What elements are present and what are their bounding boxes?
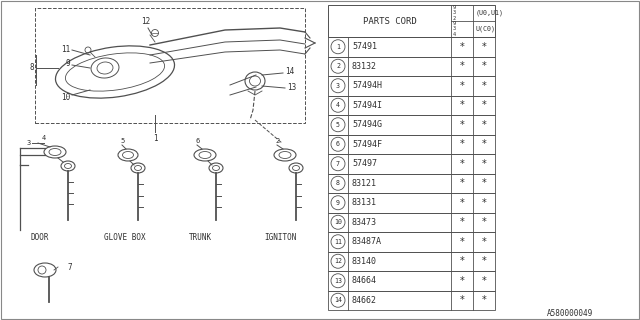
Text: *: *: [460, 256, 465, 266]
Text: *: *: [482, 237, 486, 247]
Text: 6: 6: [336, 141, 340, 147]
Text: 10: 10: [334, 219, 342, 225]
Text: 2: 2: [336, 63, 340, 69]
Text: 10: 10: [61, 92, 70, 101]
Text: 57491: 57491: [352, 42, 377, 51]
Text: 9: 9: [336, 200, 340, 206]
Text: *: *: [482, 61, 486, 71]
Text: 14: 14: [334, 297, 342, 303]
Text: *: *: [482, 81, 486, 91]
Text: 11: 11: [61, 44, 70, 53]
Text: 83473: 83473: [352, 218, 377, 227]
Text: 83140: 83140: [352, 257, 377, 266]
Text: 7: 7: [336, 161, 340, 167]
Text: *: *: [482, 178, 486, 188]
Bar: [35, 8, 305, 123]
Text: DOOR: DOOR: [31, 233, 49, 242]
Text: *: *: [460, 42, 465, 52]
Text: *: *: [482, 256, 486, 266]
Text: 6: 6: [196, 138, 200, 144]
Text: *: *: [460, 61, 465, 71]
Text: 3: 3: [336, 83, 340, 89]
Text: *: *: [460, 100, 465, 110]
Bar: [328, 134, 495, 154]
Text: 13: 13: [334, 278, 342, 284]
Bar: [328, 252, 495, 271]
Bar: [328, 115, 495, 134]
Bar: [328, 95, 495, 115]
Text: 8: 8: [29, 63, 34, 73]
Text: 1: 1: [153, 134, 157, 143]
Text: 12: 12: [141, 17, 150, 26]
Text: *: *: [460, 139, 465, 149]
Text: PARTS CORD: PARTS CORD: [363, 17, 417, 26]
Bar: [328, 57, 495, 76]
Text: 9: 9: [65, 60, 70, 68]
Text: 5: 5: [336, 122, 340, 128]
Text: *: *: [482, 295, 486, 305]
Text: *: *: [482, 159, 486, 169]
Text: U(C0): U(C0): [476, 26, 496, 32]
Text: 57494F: 57494F: [352, 140, 382, 149]
Text: 11: 11: [334, 239, 342, 245]
Text: 8: 8: [336, 180, 340, 186]
Text: *: *: [460, 81, 465, 91]
Text: *: *: [460, 276, 465, 286]
Text: *: *: [460, 237, 465, 247]
Text: 2: 2: [276, 138, 280, 144]
Bar: [328, 193, 495, 212]
Text: 9
3
2: 9 3 2: [453, 5, 456, 21]
Bar: [328, 232, 495, 252]
Text: 57494H: 57494H: [352, 81, 382, 90]
Text: 12: 12: [334, 258, 342, 264]
Text: 5: 5: [121, 138, 125, 144]
Text: 84664: 84664: [352, 276, 377, 285]
Text: 1: 1: [336, 44, 340, 50]
Text: 9
3
4: 9 3 4: [453, 21, 456, 37]
Text: *: *: [482, 42, 486, 52]
Bar: [328, 154, 495, 173]
Bar: [328, 5, 495, 37]
Text: 57494G: 57494G: [352, 120, 382, 129]
Text: 13: 13: [287, 84, 296, 92]
Text: *: *: [460, 295, 465, 305]
Text: TRUNK: TRUNK: [188, 233, 212, 242]
Bar: [328, 271, 495, 291]
Bar: [328, 212, 495, 232]
Text: *: *: [460, 178, 465, 188]
Text: 83131: 83131: [352, 198, 377, 207]
Text: 3: 3: [27, 140, 31, 146]
Text: 83487A: 83487A: [352, 237, 382, 246]
Text: *: *: [482, 198, 486, 208]
Text: (U0,U1): (U0,U1): [476, 10, 504, 16]
Text: 84662: 84662: [352, 296, 377, 305]
Text: 83132: 83132: [352, 62, 377, 71]
Text: 4: 4: [42, 135, 46, 141]
Text: 57494I: 57494I: [352, 101, 382, 110]
Text: 7: 7: [68, 262, 72, 271]
Text: A580000049: A580000049: [547, 308, 593, 317]
Text: *: *: [482, 217, 486, 227]
Text: 4: 4: [336, 102, 340, 108]
Text: GLOVE BOX: GLOVE BOX: [104, 233, 146, 242]
Bar: [328, 173, 495, 193]
Text: *: *: [460, 217, 465, 227]
Bar: [328, 37, 495, 57]
Text: 14: 14: [285, 68, 294, 76]
Text: *: *: [460, 120, 465, 130]
Text: *: *: [482, 139, 486, 149]
Text: *: *: [460, 159, 465, 169]
Text: *: *: [482, 100, 486, 110]
Text: 83121: 83121: [352, 179, 377, 188]
Text: *: *: [460, 198, 465, 208]
Bar: [328, 76, 495, 95]
Bar: [328, 291, 495, 310]
Text: IGNITON: IGNITON: [264, 233, 296, 242]
Text: 57497: 57497: [352, 159, 377, 168]
Text: *: *: [482, 276, 486, 286]
Text: *: *: [482, 120, 486, 130]
